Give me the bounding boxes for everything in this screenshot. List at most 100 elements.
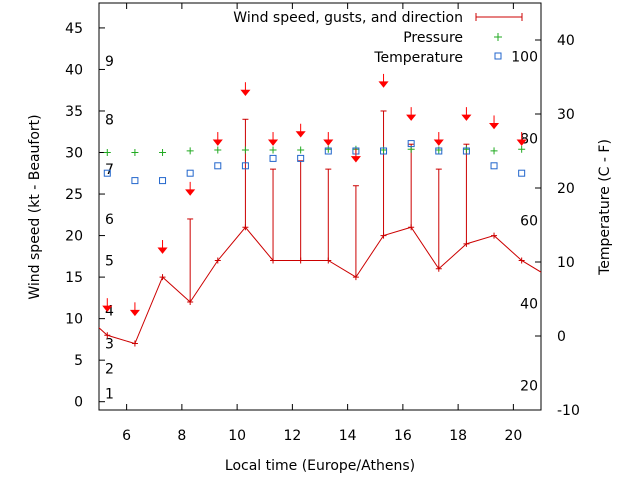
temperature-point bbox=[159, 177, 167, 185]
temperature-point bbox=[103, 169, 111, 177]
y-tick-label: 40 bbox=[65, 62, 83, 78]
y2-tick-label: 30 bbox=[557, 107, 575, 123]
legend-swatch-pressure bbox=[494, 33, 502, 41]
axis-ticks bbox=[99, 3, 541, 411]
y-tick-label: 10 bbox=[65, 312, 83, 328]
x-tick-label: 16 bbox=[394, 428, 412, 444]
temperature-point bbox=[380, 147, 388, 155]
legend-label-wind: Wind speed, gusts, and direction bbox=[233, 10, 463, 26]
x-tick-label: 20 bbox=[504, 428, 522, 444]
wind-direction-arrowhead bbox=[323, 139, 334, 146]
y-tick-label: 0 bbox=[74, 395, 83, 411]
beaufort-label: 6 bbox=[105, 212, 114, 228]
temperature-point bbox=[214, 162, 222, 170]
wind-point bbox=[270, 257, 277, 264]
temperature-point bbox=[241, 162, 249, 170]
y2-tick-label: -10 bbox=[557, 403, 580, 419]
pressure-point bbox=[490, 147, 498, 155]
beaufort-label: 8 bbox=[105, 112, 114, 128]
fahrenheit-label: 40 bbox=[520, 296, 538, 312]
y2-tick-label: 10 bbox=[557, 255, 575, 271]
pressure-point bbox=[214, 146, 222, 154]
beaufort-label: 5 bbox=[105, 253, 114, 269]
y-tick-label: 5 bbox=[74, 353, 83, 369]
wind-point bbox=[325, 257, 332, 264]
wind-direction-arrowhead bbox=[102, 305, 113, 312]
wind-point bbox=[546, 274, 552, 280]
series-layer bbox=[99, 73, 552, 347]
wind-direction-arrowhead bbox=[461, 114, 472, 121]
pressure-point bbox=[186, 147, 194, 155]
x-tick-label: 8 bbox=[177, 428, 186, 444]
y2-tick-label: 20 bbox=[557, 181, 575, 197]
y-tick-label: 15 bbox=[65, 270, 83, 286]
temperature-point bbox=[131, 177, 139, 185]
beaufort-label: 2 bbox=[105, 361, 114, 377]
wind-speed-line bbox=[99, 226, 541, 345]
pressure-point bbox=[462, 145, 470, 153]
wind-direction-arrowhead bbox=[378, 81, 389, 88]
temperature-point bbox=[490, 162, 498, 170]
y-axis-label: Wind speed (kt - Beaufort) bbox=[27, 114, 43, 299]
wind-point bbox=[408, 224, 415, 231]
x-tick-label: 10 bbox=[228, 428, 246, 444]
wind-point bbox=[518, 257, 525, 264]
fahrenheit-label: 80 bbox=[520, 131, 538, 147]
pressure-point bbox=[241, 146, 249, 154]
x-tick-label: 12 bbox=[283, 428, 301, 444]
wind-point bbox=[214, 257, 221, 264]
pressure-point bbox=[131, 149, 139, 157]
wind-direction-arrowhead bbox=[240, 89, 251, 97]
x-tick-label: 18 bbox=[449, 428, 467, 444]
x-tick-label: 6 bbox=[122, 428, 131, 444]
tick-labels: 6 8 10 12 14 16 18 20051015202530354045-1001020… bbox=[65, 21, 580, 444]
wind-direction-arrowhead bbox=[212, 139, 223, 146]
legend-swatch-temperature bbox=[494, 52, 502, 60]
pressure-point bbox=[297, 146, 305, 154]
wind-direction-arrowhead bbox=[129, 309, 140, 317]
fahrenheit-label: 100 bbox=[511, 49, 538, 65]
y2-tick-label: 0 bbox=[557, 329, 566, 345]
legend-label-pressure: Pressure bbox=[403, 30, 463, 46]
wind-direction-arrowhead bbox=[185, 189, 196, 196]
y-tick-label: 35 bbox=[65, 104, 83, 120]
beaufort-label: 9 bbox=[105, 54, 114, 70]
wind-direction-arrowhead bbox=[350, 156, 361, 163]
x-tick-label: 14 bbox=[339, 428, 357, 444]
temperature-point bbox=[462, 147, 470, 155]
y-tick-label: 20 bbox=[65, 229, 83, 245]
fahrenheit-label: 60 bbox=[520, 214, 538, 230]
x-axis-label: Local time (Europe/Athens) bbox=[225, 458, 415, 474]
wind-point bbox=[435, 265, 442, 272]
wind-direction-arrowhead bbox=[157, 247, 168, 254]
y2-tick-label: 40 bbox=[557, 33, 575, 49]
plot-frame bbox=[98, 2, 542, 411]
wind-direction-arrowhead bbox=[516, 139, 527, 146]
wind-point bbox=[131, 340, 138, 347]
wind-direction-arrowhead bbox=[488, 122, 500, 130]
wind-point bbox=[380, 232, 387, 239]
pressure-point bbox=[518, 145, 526, 153]
temperature-point bbox=[269, 154, 277, 162]
y2-axis-label: Temperature (C - F) bbox=[597, 139, 613, 276]
fahrenheit-label: 20 bbox=[520, 379, 538, 395]
wind-point bbox=[463, 240, 470, 247]
wind-direction-arrowhead bbox=[267, 139, 279, 146]
legend-label-temperature: Temperature bbox=[373, 50, 463, 66]
beaufort-label: 3 bbox=[105, 337, 114, 353]
wind-direction-arrowhead bbox=[433, 139, 444, 146]
wind-point bbox=[491, 232, 498, 239]
wind-point bbox=[242, 224, 249, 231]
wind-point bbox=[159, 274, 166, 281]
wind-point bbox=[352, 274, 359, 281]
temperature-point bbox=[518, 169, 526, 177]
temperature-point bbox=[324, 147, 332, 155]
pressure-point bbox=[324, 145, 332, 153]
pressure-point bbox=[103, 149, 111, 157]
temperature-point bbox=[186, 169, 194, 177]
temperature-point bbox=[407, 140, 415, 148]
y-tick-label: 45 bbox=[65, 21, 83, 37]
y-tick-label: 30 bbox=[65, 146, 83, 162]
wind-direction-arrowhead bbox=[406, 114, 417, 121]
